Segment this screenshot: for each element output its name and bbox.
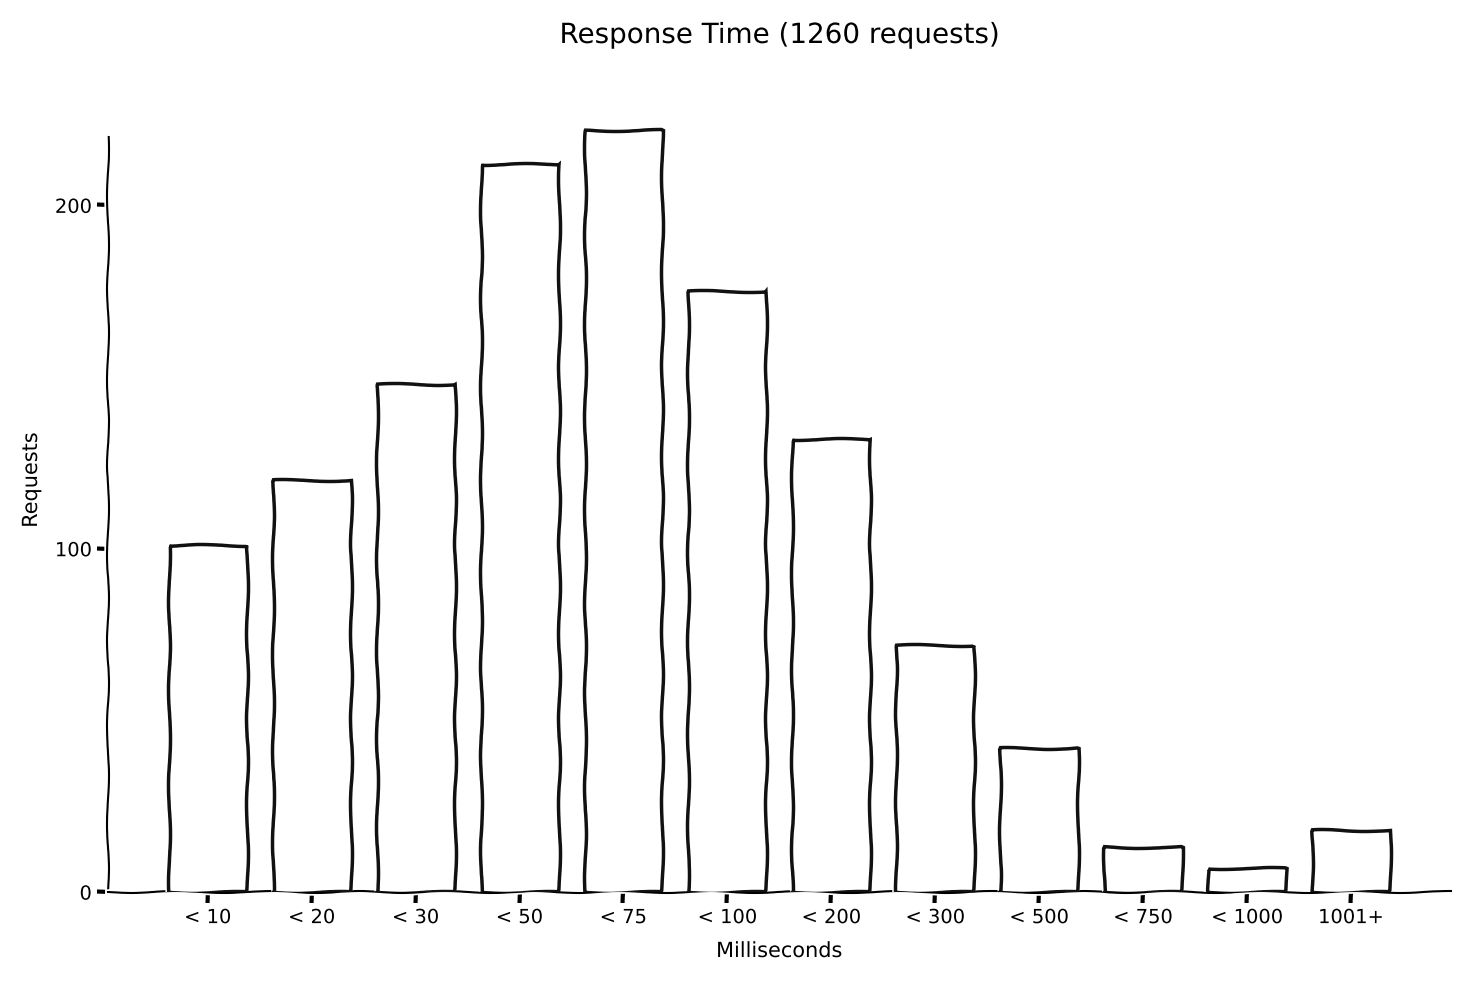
Bar	[896, 645, 974, 892]
Bar	[999, 748, 1078, 892]
Bar	[480, 164, 558, 892]
Bar	[689, 292, 767, 892]
Bar	[792, 439, 870, 892]
Bar	[272, 480, 350, 892]
Title: Response Time (1260 requests): Response Time (1260 requests)	[559, 21, 999, 49]
X-axis label: Milliseconds: Milliseconds	[715, 941, 842, 961]
Bar	[1104, 847, 1182, 892]
Bar	[377, 384, 455, 892]
Bar	[584, 130, 662, 892]
Bar	[1312, 831, 1390, 892]
Y-axis label: Requests: Requests	[21, 432, 41, 527]
Bar	[1209, 868, 1287, 892]
Bar	[169, 545, 247, 892]
